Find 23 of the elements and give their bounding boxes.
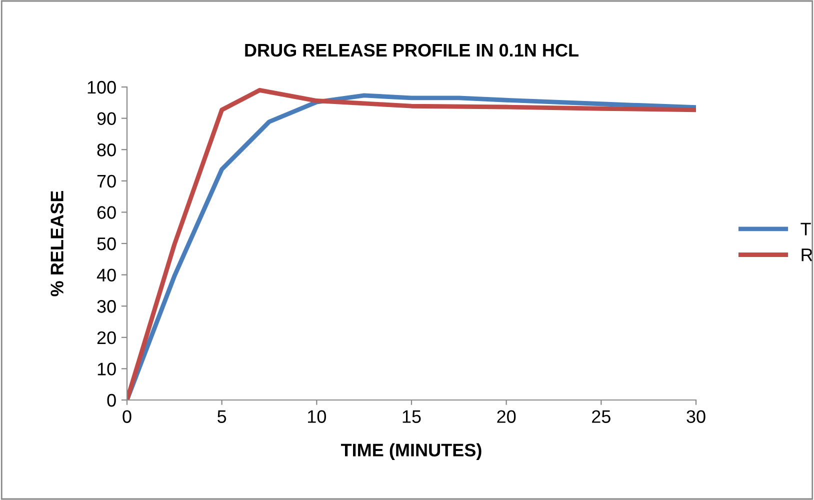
x-tick-label: 20	[497, 410, 516, 423]
y-tick-label: 40	[96, 268, 116, 282]
x-tick-label: 0	[122, 410, 132, 423]
y-tick-label: 100	[88, 80, 116, 94]
x-tick-label: 25	[592, 410, 610, 423]
y-tick-label: 80	[97, 144, 116, 156]
x-tick-label: 10	[308, 410, 326, 423]
x-tick-label: 5	[218, 410, 226, 423]
y-tick-label: 20	[97, 331, 116, 344]
chart-title: DRUG RELEASE PROFILE IN 0.1N HCL	[245, 44, 578, 57]
y-axis-title: % RELEASE	[50, 191, 64, 296]
legend-label: T	[800, 222, 811, 236]
x-tick-label: 15	[402, 410, 421, 423]
y-tick-label: 70	[97, 174, 116, 188]
x-tick-label: 30	[686, 410, 706, 423]
y-tick-label: 10	[98, 362, 116, 376]
y-tick-label: 30	[97, 300, 116, 313]
y-tick-label: 60	[97, 206, 116, 219]
x-axis-title: TIME (MINUTES)	[340, 443, 482, 460]
y-tick-label: 50	[97, 237, 116, 250]
y-tick-label: 90	[97, 112, 116, 126]
legend-label: R	[802, 248, 812, 262]
y-tick-label: 0	[107, 394, 116, 407]
